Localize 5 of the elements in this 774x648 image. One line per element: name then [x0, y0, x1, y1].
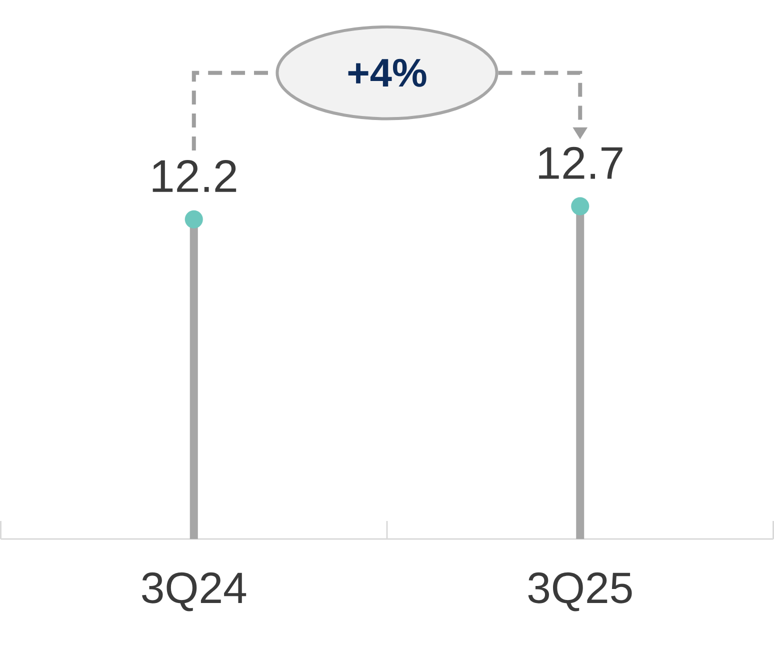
x-tick-label: 3Q25: [528, 572, 632, 612]
data-label: 12.2: [152, 160, 236, 192]
x-tick-label: 3Q24: [142, 572, 246, 612]
text: +4%: [348, 58, 426, 87]
data-label: 12.7: [539, 146, 622, 179]
